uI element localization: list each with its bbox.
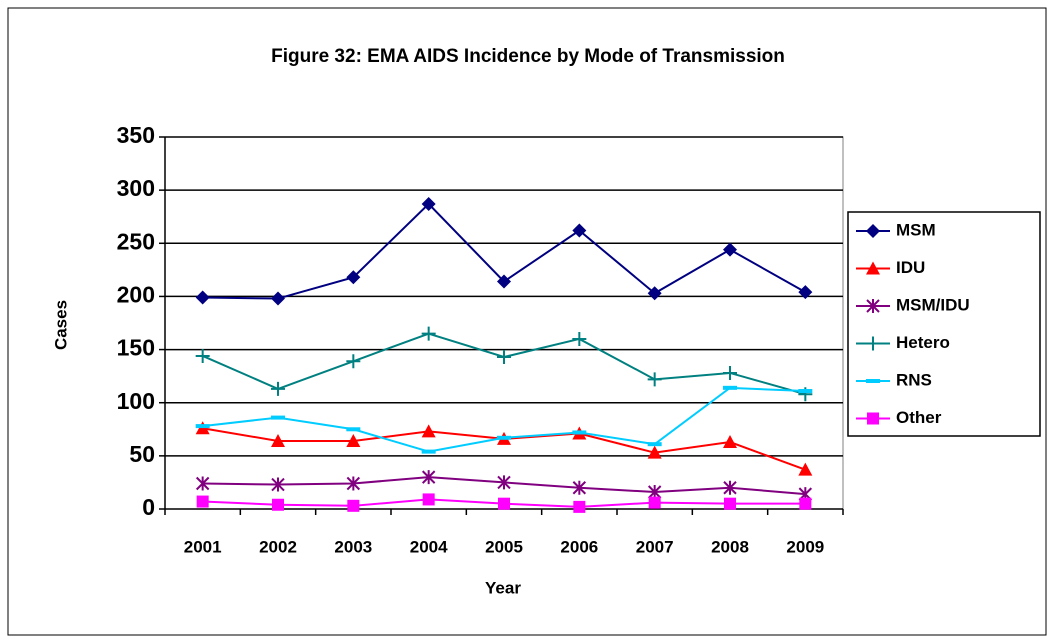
data-point	[497, 350, 511, 365]
data-point	[271, 291, 285, 306]
legend-marker	[866, 336, 880, 351]
data-point	[346, 476, 361, 491]
data-point	[346, 433, 361, 447]
y-tick-label: 150	[117, 335, 155, 361]
data-point	[272, 498, 284, 511]
data-point	[647, 372, 662, 387]
data-point	[195, 424, 210, 429]
data-point	[723, 480, 737, 495]
x-tick-label: 2007	[636, 537, 674, 556]
data-point	[497, 475, 511, 490]
data-point	[573, 500, 586, 513]
legend-label: Hetero	[896, 333, 950, 352]
data-point	[648, 496, 661, 509]
x-tick-label: 2004	[410, 537, 448, 556]
plot-area	[164, 136, 844, 510]
y-tick-label: 0	[142, 494, 155, 520]
legend-label: RNS	[896, 370, 932, 389]
data-point	[723, 435, 737, 449]
y-tick-label: 50	[129, 441, 155, 467]
data-point	[572, 331, 587, 346]
data-point	[271, 433, 285, 447]
data-point	[346, 270, 361, 285]
data-point	[195, 290, 210, 305]
data-point	[647, 286, 662, 301]
x-tick-label: 2009	[786, 537, 824, 556]
data-point	[421, 196, 436, 211]
x-tick-label: 2008	[711, 537, 749, 556]
legend-box	[847, 211, 1041, 437]
chart-title: Figure 32: EMA AIDS Incidence by Mode of…	[271, 46, 785, 67]
y-tick-label: 100	[117, 388, 155, 414]
data-point	[497, 435, 511, 440]
data-point	[647, 445, 662, 459]
x-tick-label: 2005	[485, 537, 523, 556]
data-point	[346, 354, 361, 369]
data-point	[271, 415, 285, 420]
legend-label: MSM/IDU	[896, 295, 970, 314]
data-point	[421, 470, 436, 485]
y-tick-label: 250	[117, 228, 155, 254]
data-point	[422, 493, 435, 506]
data-point	[724, 497, 736, 510]
data-point	[421, 326, 436, 341]
data-point	[798, 462, 813, 476]
data-point	[346, 427, 361, 432]
y-axis-label: Cases	[51, 300, 70, 350]
data-point	[723, 385, 737, 390]
data-point	[572, 480, 587, 495]
legend-marker	[867, 412, 879, 425]
data-point	[723, 242, 737, 257]
legend-label: IDU	[896, 258, 925, 277]
data-point	[421, 449, 436, 454]
data-point	[647, 442, 662, 447]
legend-label: Other	[896, 408, 942, 427]
data-point	[421, 424, 436, 438]
x-tick-label: 2006	[560, 537, 598, 556]
data-point	[723, 365, 737, 380]
data-point	[347, 499, 360, 512]
y-tick-label: 300	[117, 175, 155, 201]
data-point	[799, 497, 812, 510]
y-tick-label: 350	[117, 122, 155, 148]
data-point	[498, 497, 510, 510]
data-point	[196, 495, 209, 508]
y-tick-label: 200	[117, 282, 155, 308]
data-point	[497, 274, 511, 289]
legend-marker	[866, 379, 880, 383]
data-point	[572, 223, 587, 238]
data-point	[271, 477, 285, 492]
legend-marker	[866, 299, 880, 313]
data-point	[195, 348, 210, 363]
data-point	[271, 381, 285, 396]
x-tick-label: 2001	[184, 537, 222, 556]
data-point	[572, 430, 587, 435]
legend-marker	[866, 224, 880, 238]
x-tick-label: 2002	[259, 537, 297, 556]
legend-marker	[866, 261, 880, 275]
data-point	[195, 476, 210, 491]
legend-label: MSM	[896, 220, 936, 239]
data-point	[798, 389, 813, 394]
x-axis-label: Year	[485, 578, 521, 597]
data-point	[798, 285, 813, 300]
x-tick-label: 2003	[334, 537, 372, 556]
